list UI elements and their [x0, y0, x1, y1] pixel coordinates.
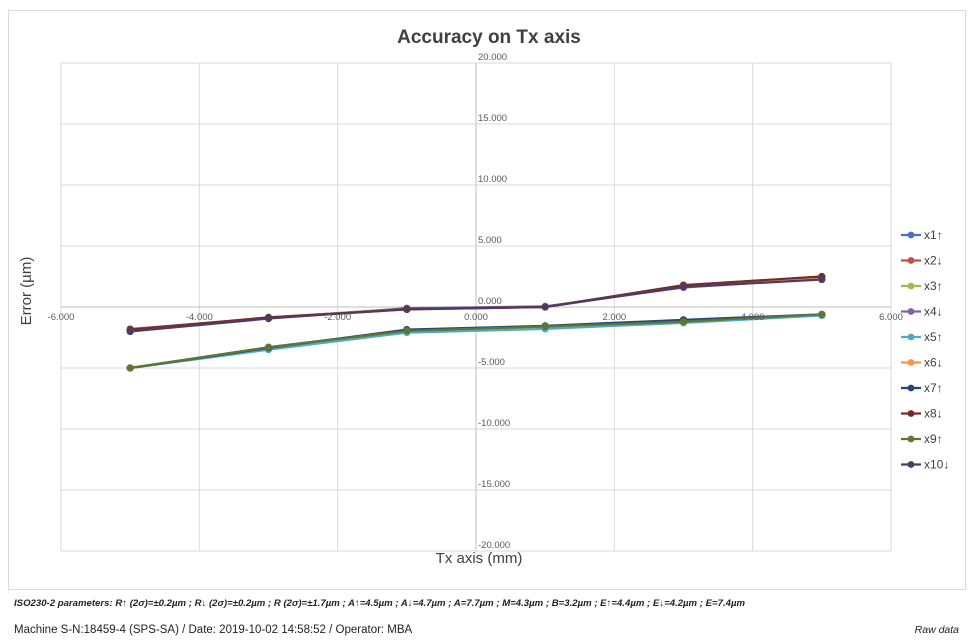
legend-label: x10↓ [924, 458, 949, 472]
legend-swatch-marker [907, 308, 915, 315]
chart-title: Accuracy on Tx axis [397, 27, 581, 48]
series-line-10 [130, 278, 822, 333]
legend-item: x4↓ [901, 305, 943, 319]
legend-item: x6↓ [901, 356, 943, 370]
legend-swatch-marker [907, 410, 915, 417]
y-tick-label: -5.000 [478, 357, 505, 368]
x-tick-label: -2.000 [324, 312, 351, 323]
legend-item: x9↑ [901, 432, 943, 446]
y-tick-label: 20.000 [478, 52, 507, 63]
legend-label: x2↓ [924, 254, 943, 268]
chart-frame: Accuracy on Tx axis 20.000 15.000 10.000 5.… [8, 10, 966, 590]
legend-swatch-marker [907, 461, 915, 468]
legend-swatch-marker [907, 231, 915, 239]
legend-label: x6↓ [924, 356, 943, 370]
tick-labels: 20.000 15.000 10.000 5.000 0.000 -5.000 -10.00… [48, 52, 903, 551]
series-lines [126, 272, 826, 372]
x-tick-label: 6.000 [879, 312, 903, 323]
data-point [403, 305, 411, 313]
data-point [264, 343, 273, 351]
legend-swatch-marker [907, 282, 915, 290]
legend-item: x10↓ [901, 458, 949, 472]
legend-label: x1↑ [924, 228, 943, 242]
legend-label: x7↑ [924, 381, 943, 395]
x-tick-label: 4.000 [741, 312, 765, 323]
legend-swatch-marker [907, 435, 915, 443]
legend-item: x1↑ [901, 228, 943, 242]
data-point [541, 303, 549, 311]
machine-info: Machine S-N:18459-4 (SPS-SA) / Date: 201… [14, 624, 413, 636]
data-point [126, 327, 134, 335]
y-tick-label: 0.000 [478, 296, 502, 307]
legend-item: x2↓ [901, 254, 943, 268]
x-axis-label: Tx axis (mm) [436, 550, 523, 567]
data-point [679, 318, 688, 326]
legend: x1↑ x2↓ x3↑ x4↓ x5↑ x6↓ x7↑ x8↓ x9↑ x10↓ [901, 228, 949, 472]
legend-item: x8↓ [901, 407, 943, 421]
raw-data-label: Raw data [914, 624, 959, 636]
legend-label: x5↑ [924, 330, 943, 344]
legend-label: x3↑ [924, 279, 943, 293]
series-line-5 [130, 314, 822, 370]
data-point [818, 310, 826, 318]
legend-swatch-marker [907, 359, 915, 366]
legend-item: x5↑ [901, 330, 943, 344]
data-point [264, 314, 273, 323]
data-point [403, 327, 411, 335]
x-tick-label: 0.000 [464, 312, 488, 323]
y-tick-label: -20.000 [478, 540, 510, 551]
y-tick-label: -10.000 [478, 418, 510, 429]
y-tick-label: 10.000 [478, 174, 507, 185]
x-tick-label: -6.000 [48, 312, 75, 323]
series-line-9 [130, 313, 822, 370]
data-point [541, 322, 549, 331]
data-point [679, 283, 688, 291]
legend-label: x4↓ [924, 305, 943, 319]
accuracy-chart: Accuracy on Tx axis 20.000 15.000 10.000 5.… [18, 27, 949, 567]
x-tick-label: -4.000 [186, 312, 213, 323]
iso-parameters: ISO230-2 parameters: R↑ (2σ)=±0.2µm ; R↓… [14, 598, 746, 609]
legend-item: x7↑ [901, 381, 943, 395]
x-tick-label: 2.000 [602, 312, 626, 323]
legend-swatch-marker [907, 333, 915, 341]
y-tick-label: 5.000 [478, 235, 502, 246]
y-axis-label: Error (µm) [18, 257, 35, 326]
legend-label: x9↑ [924, 432, 943, 446]
y-tick-label: 15.000 [478, 113, 507, 124]
data-point [126, 364, 134, 372]
legend-swatch-marker [907, 257, 915, 264]
data-point [818, 275, 826, 284]
legend-label: x8↓ [924, 407, 943, 421]
legend-swatch-marker [907, 384, 915, 392]
legend-item: x3↑ [901, 279, 943, 293]
y-tick-label: -15.000 [478, 479, 510, 490]
